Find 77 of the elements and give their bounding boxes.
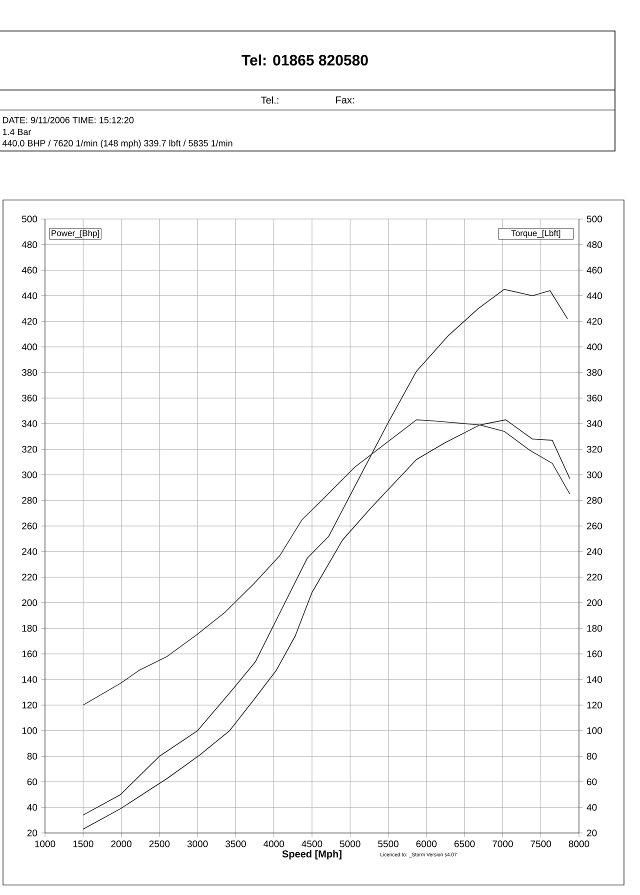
y-tick-label: 260 [22,522,38,530]
y2-tick-label: 20 [586,830,597,836]
text: 440.0 BHP / 7620 1/min (148 mph) 339.7 lbft / 5835 1/min [2,140,232,148]
y-tick-label: 440 [22,292,38,300]
y2-tick-label: 320 [586,446,602,453]
y2-tick-label: 160 [587,650,602,658]
y2-tick-label: 300 [586,471,602,478]
y-tick-label: 60 [27,778,38,786]
y2-tick-label: 80 [586,752,597,760]
y-tick-label: 400 [22,344,38,350]
y-tick-label: 420 [22,318,38,325]
y2-tick-label: 100 [587,727,602,734]
y2-tick-label: 380 [586,369,602,376]
y2-tick-label: 460 [586,266,602,274]
y2-tick-label: 140 [587,676,602,683]
y2-tick-label: 260 [586,522,602,530]
x-tick-label: 2500 [149,840,170,848]
x-tick-label: 7000 [492,840,513,848]
x-tick-label: 3000 [187,840,208,848]
y-tick-label: 240 [22,548,38,555]
y-tick-label: 460 [22,266,38,274]
x-tick-label: 6500 [454,840,475,848]
line-series [82,419,570,830]
y-tick-label: 480 [22,241,38,248]
line-series [82,288,568,816]
y2-tick-label: 240 [586,548,602,555]
x-tick-label: 1500 [73,840,94,848]
y2-tick-label: 280 [586,497,602,504]
y-tick-label: 120 [22,702,38,708]
y2-tick-label: 60 [587,778,597,786]
x-tick-label: 4500 [302,840,322,848]
y-tick-label: 380 [22,369,38,376]
y-tick-label: 280 [22,497,38,504]
text: Tel.: [261,96,278,104]
text: DATE: 9/11/2006 TIME: 15:12:20 [2,116,134,124]
x-tick-label: 1000 [35,840,56,848]
y-tick-label: 160 [22,650,38,658]
y2-tick-label: 40 [586,804,597,811]
text: Fax: [336,96,354,104]
y-tick-label: 200 [22,599,38,606]
line-series [82,419,570,706]
y-tick-label: 100 [22,727,38,734]
x-tick-label: 3500 [226,840,246,848]
y-tick-label: 300 [22,471,38,478]
y2-tick-label: 400 [586,344,602,350]
y2-tick-label: 480 [586,241,602,248]
y2-tick-label: 420 [586,318,602,325]
y-tick-label: 140 [22,676,38,683]
x-tick-label: 5000 [340,840,360,848]
y-tick-label: 500 [22,216,38,222]
x-tick-label: 4000 [264,840,284,848]
x-axis-title: Speed [Mph] [282,850,342,860]
y2-tick-label: 200 [586,599,602,606]
text: 1.4 Bar [2,128,32,136]
y2-axis-title: Torque_[Lbft] [511,230,560,238]
y2-tick-label: 360 [586,394,602,402]
y-tick-label: 40 [27,804,38,811]
y-tick-label: 220 [22,574,38,581]
x-tick-label: 5500 [378,840,398,848]
y-tick-label: 20 [27,830,38,836]
y2-tick-label: 220 [586,574,602,581]
chart-title: Tel: 01865 820580 [242,54,368,66]
x-tick-label: 6000 [416,840,437,848]
y-tick-label: 80 [27,752,38,760]
x-tick-label: 7500 [530,840,552,848]
y-axis-title: Power_[Bhp] [52,230,100,238]
y-tick-label: 180 [22,624,38,632]
y-tick-label: 320 [22,446,38,453]
y2-tick-label: 340 [586,420,602,428]
y2-tick-label: 440 [586,292,602,300]
y2-tick-label: 500 [586,216,602,222]
y-tick-label: 340 [22,420,38,428]
x-tick-label: 2000 [111,840,132,848]
y2-tick-label: 120 [587,702,602,708]
y-tick-label: 360 [22,394,38,402]
x-tick-label: 8000 [568,840,590,848]
y2-tick-label: 180 [587,624,602,632]
